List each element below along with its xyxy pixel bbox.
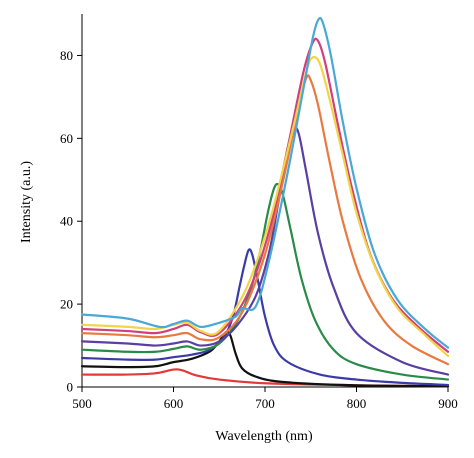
series-line-6: [80, 74, 450, 366]
y-axis: 0 20 40 60 80: [60, 48, 82, 395]
series-line-4: [80, 182, 450, 381]
x-axis: 500 600 700 800 900: [72, 387, 458, 411]
y-axis-title: Intensity (a.u.): [19, 161, 34, 243]
x-axis-title: Wavelength (nm): [215, 429, 313, 444]
x-tick-label: 700: [255, 396, 275, 411]
x-tick-label: 900: [438, 396, 458, 411]
series-group: [80, 16, 450, 388]
series-line-8: [80, 55, 450, 358]
x-tick-label: 500: [72, 396, 92, 411]
series-line-7: [80, 37, 450, 353]
y-tick-label: 60: [60, 131, 73, 146]
x-tick-label: 800: [347, 396, 367, 411]
series-line-9: [80, 16, 450, 349]
series-line-5: [80, 126, 450, 376]
y-tick-label: 20: [60, 297, 73, 312]
x-tick-label: 600: [164, 396, 184, 411]
y-tick-label: 0: [67, 380, 74, 395]
series-line-3: [80, 248, 450, 387]
y-tick-label: 80: [60, 48, 73, 63]
y-tick-label: 40: [60, 214, 73, 229]
